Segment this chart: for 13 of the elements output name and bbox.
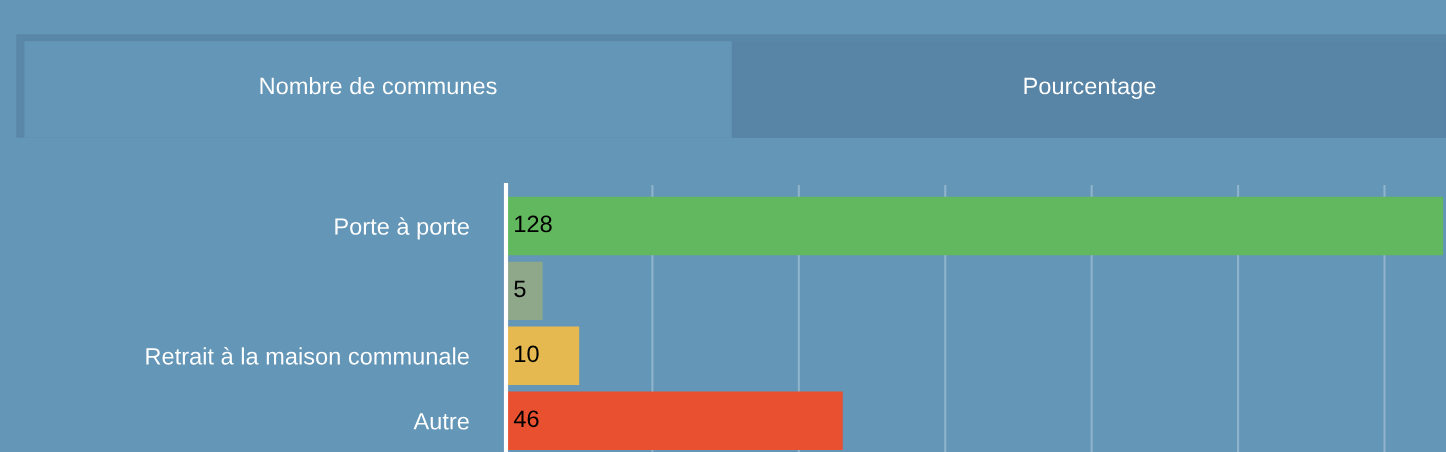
bar xyxy=(506,261,543,321)
bar xyxy=(506,391,843,451)
y-tick-label: Porte à porte xyxy=(335,217,469,240)
bar xyxy=(506,196,1444,256)
data-label: 10 xyxy=(515,345,539,363)
y-tick-label: Autre xyxy=(413,413,469,430)
data-label: 5 xyxy=(514,280,526,298)
data-label: 46 xyxy=(513,410,539,428)
y-tick-label: Retrait à la maison communale xyxy=(146,347,469,365)
data-label: 128 xyxy=(515,215,552,233)
text: Pourcentage xyxy=(1024,77,1156,99)
bar xyxy=(506,326,580,386)
text: Nombre de communes xyxy=(260,77,497,95)
